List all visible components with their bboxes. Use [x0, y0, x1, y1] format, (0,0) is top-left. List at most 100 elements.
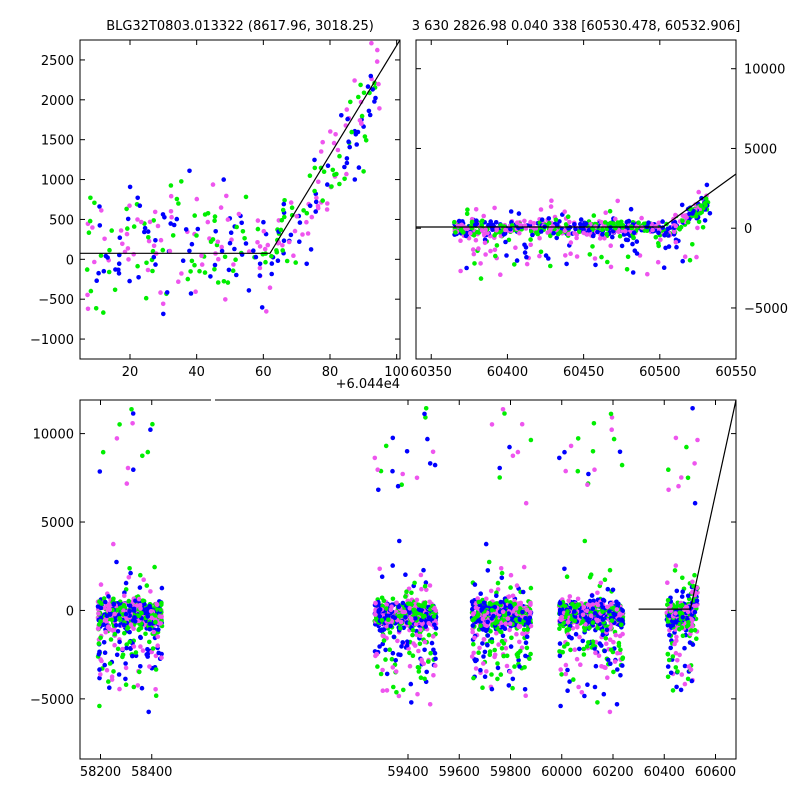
data-point — [653, 224, 658, 229]
data-point — [566, 598, 571, 603]
data-point — [496, 642, 501, 647]
data-point — [600, 609, 605, 614]
data-point — [152, 209, 158, 215]
data-point — [411, 641, 416, 646]
data-point — [98, 619, 103, 624]
data-point — [575, 596, 581, 602]
data-point — [370, 87, 376, 92]
data-point — [682, 607, 687, 613]
data-point — [86, 230, 92, 235]
data-point — [150, 248, 156, 254]
data-point — [117, 235, 123, 240]
data-point — [563, 662, 569, 668]
y-tick-label: −5000 — [744, 302, 788, 317]
data-point — [192, 262, 197, 268]
data-point — [124, 642, 129, 647]
data-point — [188, 291, 194, 296]
data-point — [414, 597, 420, 603]
data-point — [574, 656, 580, 662]
model-line — [638, 400, 736, 610]
data-point — [194, 196, 200, 202]
data-point — [97, 675, 102, 681]
data-point — [567, 634, 572, 640]
data-point — [671, 229, 677, 235]
data-point — [242, 236, 247, 241]
data-point — [488, 248, 493, 254]
data-point — [563, 222, 569, 227]
data-point — [604, 641, 609, 647]
x-tick-label: 100 — [384, 365, 409, 380]
data-point — [459, 222, 464, 228]
data-point — [513, 245, 518, 250]
data-point — [153, 613, 158, 618]
data-point — [506, 594, 512, 599]
data-point — [689, 628, 694, 633]
data-point — [210, 237, 216, 242]
data-point — [127, 184, 133, 190]
data-point — [670, 622, 676, 628]
data-point — [680, 589, 685, 594]
data-point — [122, 593, 127, 599]
data-point — [123, 661, 128, 666]
data-point — [685, 609, 691, 615]
data-point — [675, 658, 680, 663]
data-point — [692, 627, 698, 633]
data-point — [187, 248, 192, 254]
data-point — [524, 634, 530, 639]
data-point — [105, 624, 111, 629]
data-point — [226, 267, 232, 273]
data-point — [233, 257, 238, 263]
data-point — [390, 650, 396, 656]
data-point — [419, 586, 424, 592]
data-point — [611, 436, 617, 442]
data-point — [145, 267, 151, 273]
data-point — [679, 202, 685, 208]
data-point — [515, 651, 521, 656]
y-tick-label: 1000 — [41, 174, 74, 189]
data-point — [595, 602, 601, 608]
data-point — [631, 230, 637, 235]
data-point — [124, 481, 130, 486]
data-point — [432, 622, 437, 628]
data-point — [480, 685, 485, 690]
data-point — [129, 407, 134, 412]
data-point — [620, 631, 625, 637]
data-point — [107, 247, 112, 253]
data-point — [475, 596, 481, 601]
data-point — [452, 219, 457, 225]
data-point — [507, 669, 513, 675]
data-point — [557, 219, 562, 224]
data-point — [673, 650, 679, 656]
data-point — [522, 687, 528, 692]
data-point — [240, 229, 246, 234]
data-point — [109, 617, 115, 623]
data-point — [136, 275, 141, 280]
data-point — [111, 541, 116, 547]
data-point — [603, 210, 608, 215]
data-point — [684, 215, 689, 220]
data-point — [396, 604, 402, 610]
data-point — [192, 213, 197, 218]
data-point — [692, 500, 698, 506]
data-point — [377, 628, 383, 633]
data-point — [609, 618, 615, 623]
data-point — [389, 604, 394, 609]
data-point — [205, 211, 211, 216]
data-point — [582, 538, 588, 544]
data-point — [369, 40, 374, 46]
data-point — [372, 99, 377, 104]
data-point — [339, 113, 344, 118]
data-point — [103, 629, 108, 635]
data-point — [523, 640, 529, 645]
data-point — [404, 589, 409, 594]
data-point — [84, 267, 90, 272]
data-point — [468, 231, 473, 236]
data-point — [417, 607, 422, 613]
data-point — [128, 570, 133, 576]
data-point — [321, 169, 327, 174]
data-point — [673, 611, 678, 616]
data-point — [101, 596, 107, 601]
data-point — [481, 605, 486, 610]
data-point — [549, 198, 554, 203]
